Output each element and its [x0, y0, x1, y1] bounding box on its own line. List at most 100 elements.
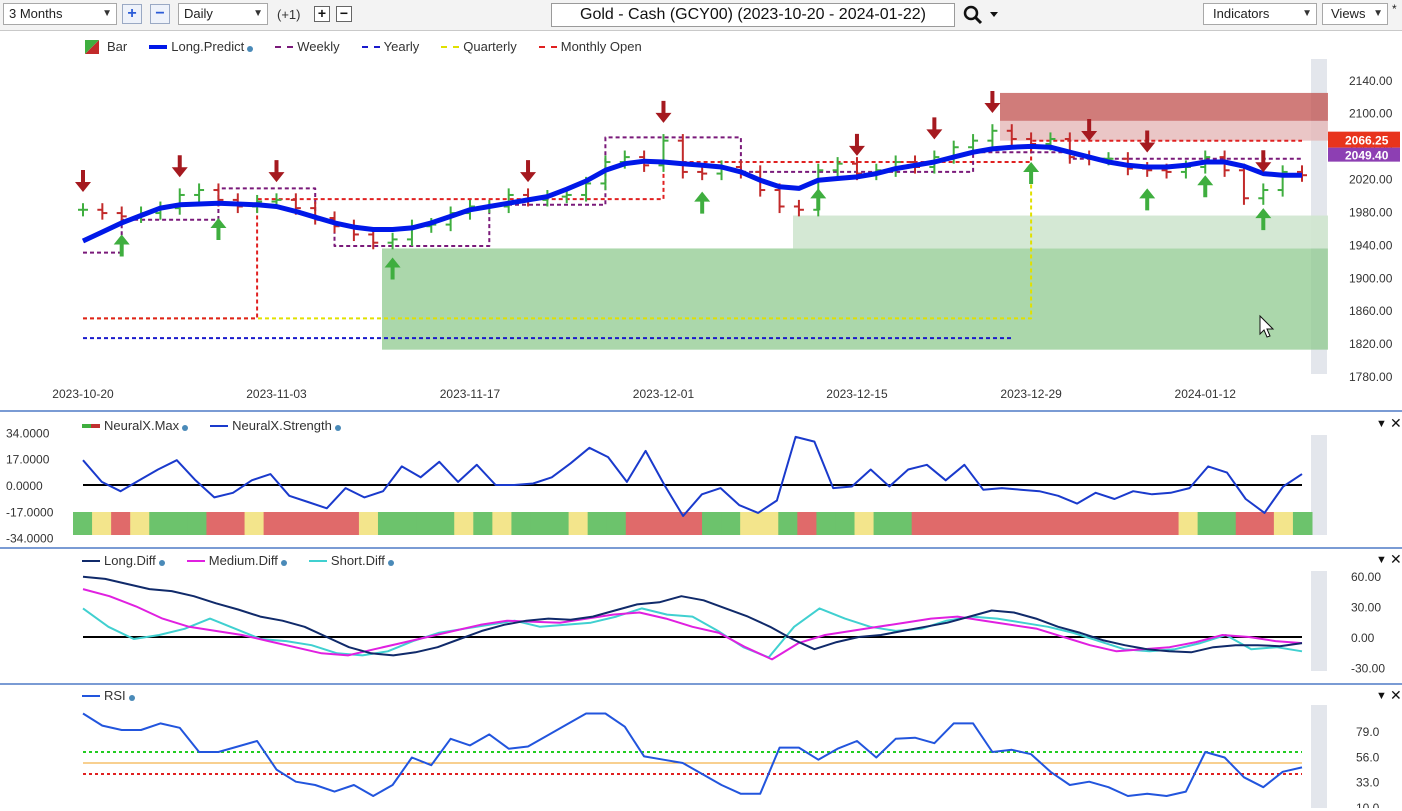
offset-minus-button[interactable]: −: [336, 6, 352, 22]
y-tick-label: 30.00: [1351, 600, 1381, 614]
panel-separator[interactable]: [0, 547, 1402, 549]
toolbar-more-icon[interactable]: *: [1392, 2, 1397, 16]
neuralx-max-cell: [1273, 512, 1294, 535]
settings-dot-icon[interactable]: [158, 559, 165, 566]
legend-quarterly[interactable]: Quarterly: [441, 39, 517, 54]
minus-icon: −: [339, 5, 349, 21]
legend-long-diff[interactable]: Long.Diff: [82, 553, 165, 568]
interval-value: Daily: [184, 6, 213, 21]
legend-short-diff[interactable]: Short.Diff: [308, 553, 394, 568]
legend-monthly-open[interactable]: Monthly Open: [538, 39, 642, 54]
collapse-icon[interactable]: ▼: [1376, 554, 1387, 566]
neuralx-max-cell: [377, 512, 398, 535]
legend-weekly[interactable]: Weekly: [275, 39, 340, 54]
settings-dot-icon[interactable]: [387, 559, 394, 566]
interval-select[interactable]: Daily ▼: [178, 3, 268, 25]
line-swatch-icon: [441, 45, 460, 48]
neuralx-max-cell: [1197, 512, 1218, 535]
neuralx-max-cell: [740, 512, 760, 535]
diff-chart[interactable]: 60.00 30.00 0.00 -30.00: [0, 549, 1402, 683]
mouse-cursor-icon: [1259, 314, 1275, 338]
settings-dot-icon[interactable]: [247, 45, 254, 52]
last-price-badge: [1328, 131, 1400, 148]
line-swatch-icon: [82, 694, 100, 697]
settings-dot-icon[interactable]: [334, 424, 341, 431]
x-tick-label: 2023-10-20: [52, 387, 114, 401]
bar-swatch-icon: [85, 39, 99, 54]
views-dropdown[interactable]: Views ▼: [1322, 3, 1388, 25]
line-swatch-icon: [186, 559, 205, 562]
legend-bar[interactable]: Bar: [85, 39, 127, 54]
legend-rsi[interactable]: RSI: [82, 688, 135, 703]
legend-medium-diff[interactable]: Medium.Diff: [186, 553, 287, 568]
close-icon[interactable]: ✕: [1390, 551, 1402, 567]
rsi-chart[interactable]: 79.0 56.0 33.0 10.0: [0, 685, 1402, 811]
neuralx-chart[interactable]: 34.0000 17.0000 0.0000 -17.0000 -34.0000: [0, 413, 1402, 547]
offset-label: (+1): [277, 7, 301, 22]
sell-arrow-icon: [1081, 119, 1098, 142]
neuralx-max-cell: [987, 512, 1008, 535]
zoom-out-button[interactable]: −: [150, 4, 170, 24]
search-button[interactable]: [962, 4, 1002, 26]
offset-plus-button[interactable]: +: [314, 6, 330, 22]
legend-label: Long.Diff: [104, 553, 156, 568]
legend-yearly[interactable]: Yearly: [361, 39, 419, 54]
line-swatch-icon: [538, 45, 557, 48]
neuralx-max-cell: [1007, 512, 1027, 535]
legend-long-predict[interactable]: Long.Predict: [149, 39, 254, 54]
legend-label: Monthly Open: [560, 39, 642, 54]
y-tick-label: -34.0000: [6, 532, 54, 546]
panel-separator[interactable]: [0, 683, 1402, 685]
neuralx-max-cell: [625, 512, 646, 535]
y-tick-label: 2020.00: [1349, 173, 1393, 187]
symbol-title[interactable]: Gold - Cash (GCY00) (2023-10-20 - 2024-0…: [551, 3, 955, 27]
y-tick-label: -30.00: [1351, 662, 1385, 676]
short-diff-line: [82, 607, 1303, 659]
weekly-price-badge: [1328, 147, 1400, 162]
period-value: 3 Months: [9, 6, 63, 21]
neuralx-max-cell: [1121, 512, 1141, 535]
x-tick-label: 2024-01-12: [1175, 387, 1237, 401]
settings-dot-icon[interactable]: [128, 694, 135, 701]
rsi-panel: 79.0 56.0 33.0 10.0 RSI ▼ ✕: [0, 685, 1402, 811]
neuralx-max-cell: [282, 512, 303, 535]
price-legend: Bar Long.Predict Weekly Yearly Quarterly…: [85, 39, 664, 54]
neuralx-max-cell: [682, 512, 703, 535]
neuralx-max-cell: [759, 512, 779, 535]
legend-label: NeuralX.Max: [104, 418, 180, 433]
panel-separator[interactable]: [0, 410, 1402, 412]
sell-arrow-icon: [848, 133, 865, 156]
neuralx-max-cell: [644, 512, 665, 535]
buy-arrow-icon: [384, 257, 401, 280]
neuralx-max-cell: [930, 512, 951, 535]
settings-dot-icon[interactable]: [280, 559, 287, 566]
x-tick-label: 2023-11-03: [246, 387, 307, 401]
plus-icon: +: [317, 5, 327, 21]
line-swatch-icon: [82, 559, 100, 562]
period-select[interactable]: 3 Months ▼: [3, 3, 117, 25]
collapse-icon[interactable]: ▼: [1376, 418, 1387, 430]
legend-neuralx-max[interactable]: NeuralX.Max: [82, 418, 189, 433]
zoom-in-button[interactable]: +: [122, 4, 142, 24]
line-swatch-icon: [210, 424, 229, 427]
settings-dot-icon[interactable]: [182, 424, 189, 431]
legend-neuralx-strength[interactable]: NeuralX.Strength: [210, 418, 341, 433]
price-chart[interactable]: 2140.002100.002060.002020.001980.001940.…: [0, 31, 1402, 410]
neuralx-max-cell: [111, 512, 131, 535]
last-price-value: 2066.25: [1345, 134, 1389, 148]
neuralx-max-cell: [1159, 512, 1180, 535]
neuralx-strength-line: [82, 435, 1303, 517]
neuralx-max-cell: [1102, 512, 1122, 535]
collapse-icon[interactable]: ▼: [1376, 690, 1387, 702]
y-tick-label: 56.0: [1356, 750, 1380, 764]
line-swatch-icon: [361, 45, 380, 48]
close-icon[interactable]: ✕: [1390, 415, 1402, 431]
indicators-dropdown[interactable]: Indicators ▼: [1203, 3, 1317, 25]
close-icon[interactable]: ✕: [1390, 687, 1402, 703]
buy-arrow-icon: [1139, 188, 1156, 211]
neuralx-legend: NeuralX.Max NeuralX.Strength: [82, 418, 363, 433]
neuralx-max-cell: [511, 512, 531, 535]
indicators-label: Indicators: [1213, 6, 1270, 21]
buy-arrow-icon: [1023, 162, 1040, 185]
y-tick-label: 33.0: [1356, 776, 1380, 790]
